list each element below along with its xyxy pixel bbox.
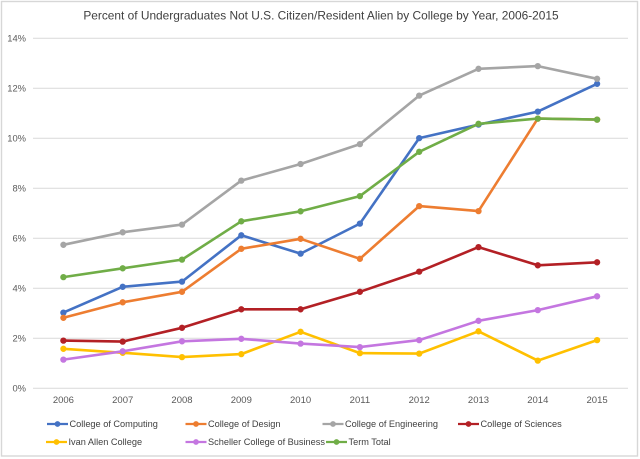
svg-text:Term Total: Term Total [349,437,391,447]
svg-text:8%: 8% [12,183,26,194]
svg-text:0%: 0% [12,383,26,394]
svg-text:2013: 2013 [468,395,489,406]
svg-text:2014: 2014 [527,395,548,406]
svg-text:Scheller College of Business: Scheller College of Business [208,437,325,447]
svg-text:2010: 2010 [290,395,311,406]
svg-text:6%: 6% [12,233,26,244]
svg-text:14%: 14% [7,33,26,44]
svg-text:4%: 4% [12,283,26,294]
svg-text:College of Design: College of Design [208,419,281,429]
svg-text:2015: 2015 [587,395,608,406]
svg-text:College of Sciences: College of Sciences [481,419,563,429]
svg-text:2012: 2012 [409,395,430,406]
svg-text:2011: 2011 [350,395,370,406]
svg-text:12%: 12% [7,83,26,94]
svg-text:2006: 2006 [53,395,74,406]
svg-text:10%: 10% [7,133,26,144]
svg-text:Ivan Allen College: Ivan Allen College [69,437,143,447]
svg-text:2008: 2008 [171,395,192,406]
svg-text:2007: 2007 [112,395,133,406]
svg-text:2009: 2009 [231,395,252,406]
svg-text:2%: 2% [12,333,26,344]
svg-text:College of Computing: College of Computing [70,419,158,429]
svg-text:Percent of Undergraduates Not: Percent of Undergraduates Not U.S. Citiz… [83,9,559,23]
svg-text:College of Engineering: College of Engineering [345,419,438,429]
